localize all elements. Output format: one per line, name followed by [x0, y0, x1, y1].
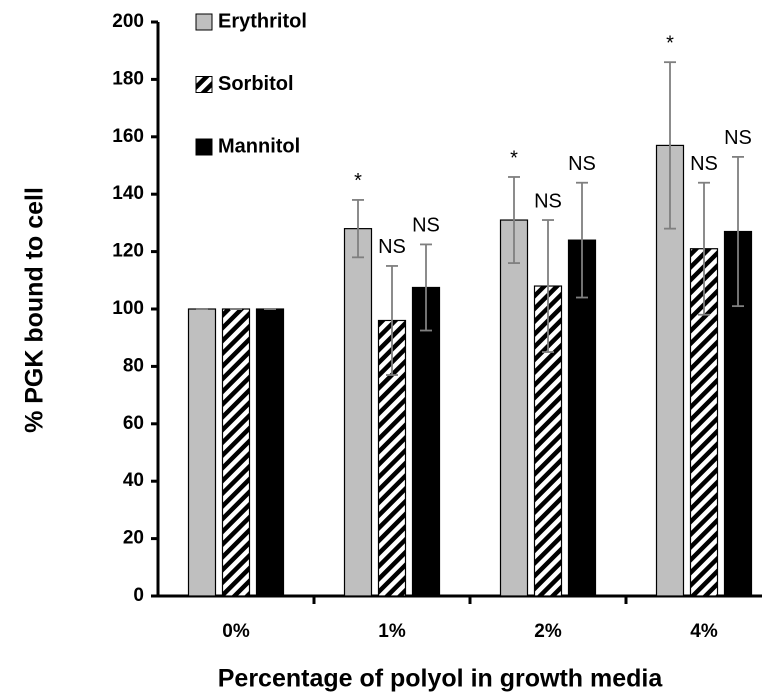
annotation: NS: [378, 236, 406, 258]
y-tick-label: 120: [112, 241, 144, 262]
y-tick-label: 60: [123, 413, 144, 434]
annotation: *: [510, 147, 518, 169]
y-tick-label: 200: [112, 11, 144, 32]
bar: [411, 286, 441, 597]
annotation: NS: [724, 127, 752, 149]
annotation: NS: [412, 215, 440, 237]
legend-label: Mannitol: [218, 135, 300, 157]
y-tick-label: 20: [123, 528, 144, 549]
legend-swatch: [195, 76, 213, 93]
y-tick-label: 80: [123, 355, 144, 376]
y-tick-label: 140: [112, 183, 144, 204]
x-tick-label: 2%: [534, 621, 562, 642]
legend-swatch: [195, 13, 213, 31]
legend-swatch: [195, 138, 213, 156]
annotation: *: [354, 170, 362, 192]
x-tick-label: 0%: [222, 621, 250, 642]
legend-label: Erythritol: [218, 10, 307, 32]
y-tick-label: 160: [112, 126, 144, 147]
annotation: NS: [534, 190, 562, 212]
y-tick-label: 180: [112, 68, 144, 89]
legend-label: Sorbitol: [218, 73, 294, 95]
bar: [343, 228, 373, 597]
y-tick-label: 40: [123, 470, 144, 491]
y-axis-label: % PGK bound to cell: [21, 187, 49, 433]
annotation: *: [666, 32, 674, 54]
bar: [221, 308, 251, 597]
x-tick-label: 1%: [378, 621, 406, 642]
annotation: NS: [568, 153, 596, 175]
y-tick-label: 100: [112, 298, 144, 319]
y-tick-label: 0: [133, 585, 144, 606]
bar: [499, 219, 529, 597]
annotation: NS: [690, 153, 718, 175]
bar: [255, 308, 285, 597]
bar: [187, 308, 217, 597]
x-axis-label: Percentage of polyol in growth media: [218, 665, 664, 693]
x-tick-label: 4%: [690, 621, 718, 642]
